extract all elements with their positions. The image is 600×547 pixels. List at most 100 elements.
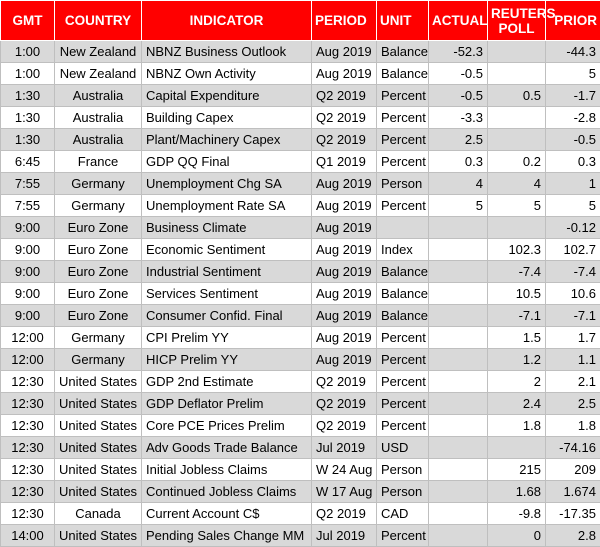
cell-country: Germany — [55, 349, 142, 371]
cell-country: France — [55, 151, 142, 173]
cell-indicator: Plant/Machinery Capex — [142, 129, 312, 151]
cell-unit: Person — [377, 459, 429, 481]
cell-reuters-poll — [488, 217, 546, 239]
cell-country: Euro Zone — [55, 283, 142, 305]
header-indicator: INDICATOR — [142, 1, 312, 41]
cell-prior: 5 — [546, 63, 600, 85]
cell-period: Aug 2019 — [312, 173, 377, 195]
cell-country: Germany — [55, 327, 142, 349]
cell-gmt: 6:45 — [1, 151, 55, 173]
cell-reuters-poll: 2 — [488, 371, 546, 393]
cell-country: New Zealand — [55, 63, 142, 85]
cell-actual: 2.5 — [429, 129, 488, 151]
cell-country: Euro Zone — [55, 261, 142, 283]
cell-unit: Percent — [377, 371, 429, 393]
cell-prior: 0.3 — [546, 151, 600, 173]
cell-period: Jul 2019 — [312, 525, 377, 547]
cell-actual — [429, 437, 488, 459]
cell-reuters-poll: 10.5 — [488, 283, 546, 305]
cell-unit: Percent — [377, 349, 429, 371]
cell-actual: -0.5 — [429, 63, 488, 85]
cell-actual — [429, 393, 488, 415]
cell-reuters-poll: 215 — [488, 459, 546, 481]
cell-actual — [429, 261, 488, 283]
cell-indicator: Core PCE Prices Prelim — [142, 415, 312, 437]
cell-prior: -2.8 — [546, 107, 600, 129]
cell-actual — [429, 239, 488, 261]
cell-prior: -0.5 — [546, 129, 600, 151]
cell-unit: Balance — [377, 41, 429, 63]
cell-period: Aug 2019 — [312, 239, 377, 261]
cell-country: United States — [55, 481, 142, 503]
cell-prior: 1.7 — [546, 327, 600, 349]
cell-unit: Percent — [377, 107, 429, 129]
cell-unit: Percent — [377, 393, 429, 415]
header-country: COUNTRY — [55, 1, 142, 41]
cell-period: Aug 2019 — [312, 261, 377, 283]
cell-country: Euro Zone — [55, 239, 142, 261]
cell-unit: Balance — [377, 305, 429, 327]
cell-prior: 1.8 — [546, 415, 600, 437]
cell-reuters-poll — [488, 41, 546, 63]
cell-gmt: 9:00 — [1, 217, 55, 239]
cell-actual: 4 — [429, 173, 488, 195]
cell-gmt: 12:30 — [1, 481, 55, 503]
cell-period: Q2 2019 — [312, 415, 377, 437]
cell-unit: Person — [377, 173, 429, 195]
cell-unit: CAD — [377, 503, 429, 525]
cell-period: Aug 2019 — [312, 283, 377, 305]
cell-gmt: 12:00 — [1, 327, 55, 349]
cell-unit: Percent — [377, 415, 429, 437]
cell-actual — [429, 481, 488, 503]
cell-prior: 5 — [546, 195, 600, 217]
cell-indicator: Industrial Sentiment — [142, 261, 312, 283]
cell-period: Q2 2019 — [312, 129, 377, 151]
cell-actual — [429, 217, 488, 239]
header-unit: UNIT — [377, 1, 429, 41]
header-row: GMT COUNTRY INDICATOR PERIOD UNIT ACTUAL… — [1, 1, 600, 41]
cell-gmt: 1:30 — [1, 129, 55, 151]
cell-gmt: 7:55 — [1, 173, 55, 195]
cell-country: United States — [55, 415, 142, 437]
cell-gmt: 14:00 — [1, 525, 55, 547]
cell-country: Canada — [55, 503, 142, 525]
cell-period: W 17 Aug — [312, 481, 377, 503]
cell-gmt: 12:30 — [1, 393, 55, 415]
cell-prior: -1.7 — [546, 85, 600, 107]
cell-period: W 24 Aug — [312, 459, 377, 481]
cell-reuters-poll: 1.2 — [488, 349, 546, 371]
cell-period: Aug 2019 — [312, 305, 377, 327]
cell-prior: 10.6 — [546, 283, 600, 305]
cell-indicator: Unemployment Rate SA — [142, 195, 312, 217]
cell-gmt: 9:00 — [1, 283, 55, 305]
cell-indicator: Consumer Confid. Final — [142, 305, 312, 327]
cell-reuters-poll — [488, 63, 546, 85]
cell-actual — [429, 415, 488, 437]
cell-prior: -74.16 — [546, 437, 600, 459]
cell-country: Australia — [55, 129, 142, 151]
cell-reuters-poll: 102.3 — [488, 239, 546, 261]
cell-prior: 2.8 — [546, 525, 600, 547]
cell-actual: -0.5 — [429, 85, 488, 107]
cell-gmt: 9:00 — [1, 261, 55, 283]
cell-prior: -44.3 — [546, 41, 600, 63]
cell-country: Euro Zone — [55, 217, 142, 239]
cell-gmt: 9:00 — [1, 305, 55, 327]
cell-country: United States — [55, 437, 142, 459]
cell-indicator: GDP QQ Final — [142, 151, 312, 173]
cell-unit: Percent — [377, 129, 429, 151]
cell-gmt: 1:30 — [1, 107, 55, 129]
header-period: PERIOD — [312, 1, 377, 41]
cell-prior: -7.1 — [546, 305, 600, 327]
cell-reuters-poll: 1.68 — [488, 481, 546, 503]
